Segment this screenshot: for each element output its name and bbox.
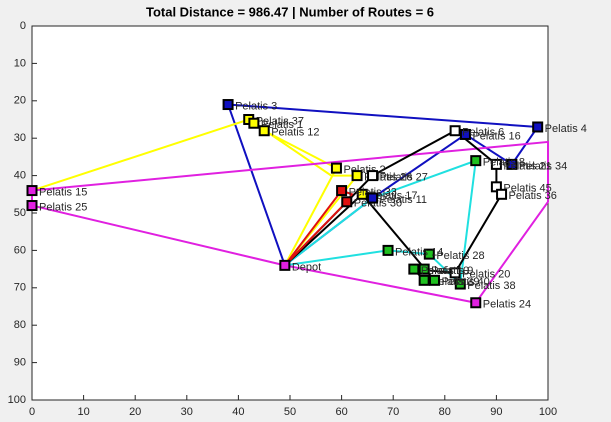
route-line (31, 118, 360, 266)
node-label: Pelatis 6 (462, 127, 504, 139)
node-label: Pelatis 16 (472, 130, 520, 142)
y-tick-label: 60 (14, 244, 26, 256)
node-label: Pelatis 9 (431, 265, 473, 277)
node-label: Pelatis 28 (436, 250, 484, 262)
node-marker (258, 125, 270, 137)
node-label: Pelatis 30 (354, 198, 402, 210)
node-marker (330, 162, 342, 174)
node-marker (449, 125, 461, 137)
node-marker (408, 263, 420, 275)
node-label: Pelatis 34 (519, 160, 567, 172)
node-label: Pelatis 37 (256, 115, 304, 127)
node-marker (532, 121, 544, 133)
y-tick-label: 50 (14, 207, 26, 219)
node-marker (418, 274, 430, 286)
y-tick-label: 20 (14, 95, 26, 107)
node-label: Pelatis 14 (395, 246, 443, 258)
node-marker (222, 99, 234, 111)
y-tick-label: 40 (14, 170, 26, 182)
node-label: Pelatis 8 (483, 157, 525, 169)
node-label: Pelatis 12 (271, 127, 319, 139)
x-tick-label: 70 (387, 406, 399, 418)
node-label: Pelatis 20 (462, 269, 510, 281)
node-marker (351, 170, 363, 182)
y-tick-label: 0 (20, 20, 26, 32)
y-tick-label: 90 (14, 357, 26, 369)
x-tick-label: 20 (129, 406, 141, 418)
node-marker (454, 278, 466, 290)
node-marker (356, 188, 368, 200)
x-tick-label: 10 (77, 406, 89, 418)
y-tick-label: 70 (14, 282, 26, 294)
node-label: Pelatis 15 (39, 186, 87, 198)
node-marker (341, 196, 353, 208)
x-tick-label: 40 (232, 406, 244, 418)
node-label: Pelatis 38 (467, 280, 515, 292)
node-marker (506, 158, 518, 170)
node-marker (490, 158, 502, 170)
x-tick-label: 80 (439, 406, 451, 418)
x-tick-label: 100 (539, 406, 557, 418)
node-label: Pelatis 39 (431, 276, 479, 288)
node-label: Pelatis 21 (503, 160, 551, 172)
node-marker (470, 297, 482, 309)
y-tick-label: 10 (14, 57, 26, 69)
x-tick-label: 60 (335, 406, 347, 418)
node-marker (367, 170, 379, 182)
node-label: Pelatis 33 (349, 186, 397, 198)
chart-title: Total Distance = 986.47 | Number of Rout… (146, 4, 434, 19)
y-tick-label: 100 (8, 394, 26, 406)
plot-area (31, 25, 549, 401)
node-label: Pelatis 3 (235, 100, 277, 112)
node-marker (26, 185, 38, 197)
node-marker (336, 185, 348, 197)
x-tick-label: 30 (181, 406, 193, 418)
node-label: Pelatis 36 (509, 190, 557, 202)
route-line (284, 189, 354, 267)
node-marker (382, 244, 394, 256)
x-tick-label: 90 (490, 406, 502, 418)
node-marker (248, 117, 260, 129)
y-tick-label: 80 (14, 319, 26, 331)
node-marker (496, 188, 508, 200)
node-marker (470, 155, 482, 167)
node-marker (279, 259, 291, 271)
node-marker (459, 128, 471, 140)
node-marker (428, 274, 440, 286)
node-label: Pelatis 4 (545, 123, 587, 135)
node-label: Pelatis 17 (369, 190, 417, 202)
node-marker (423, 248, 435, 260)
node-label: Pelatis 25 (39, 201, 87, 213)
node-marker (418, 263, 430, 275)
node-label: Depot (292, 261, 321, 273)
node-marker (26, 200, 38, 212)
node-label: Pelatis 27 (380, 172, 428, 184)
node-label: Pelatis 1 (261, 119, 303, 131)
node-label: Pelatis 10 (421, 265, 469, 277)
y-tick-label: 30 (14, 132, 26, 144)
node-label: Pelatis 11 (380, 194, 428, 206)
node-marker (449, 267, 461, 279)
node-label: Pelatis 45 (503, 183, 551, 195)
x-tick-label: 0 (29, 406, 35, 418)
node-marker (367, 192, 379, 204)
x-tick-label: 50 (284, 406, 296, 418)
node-label: Pelatis 24 (483, 299, 531, 311)
node-label: Pelatis 40 (441, 276, 489, 288)
